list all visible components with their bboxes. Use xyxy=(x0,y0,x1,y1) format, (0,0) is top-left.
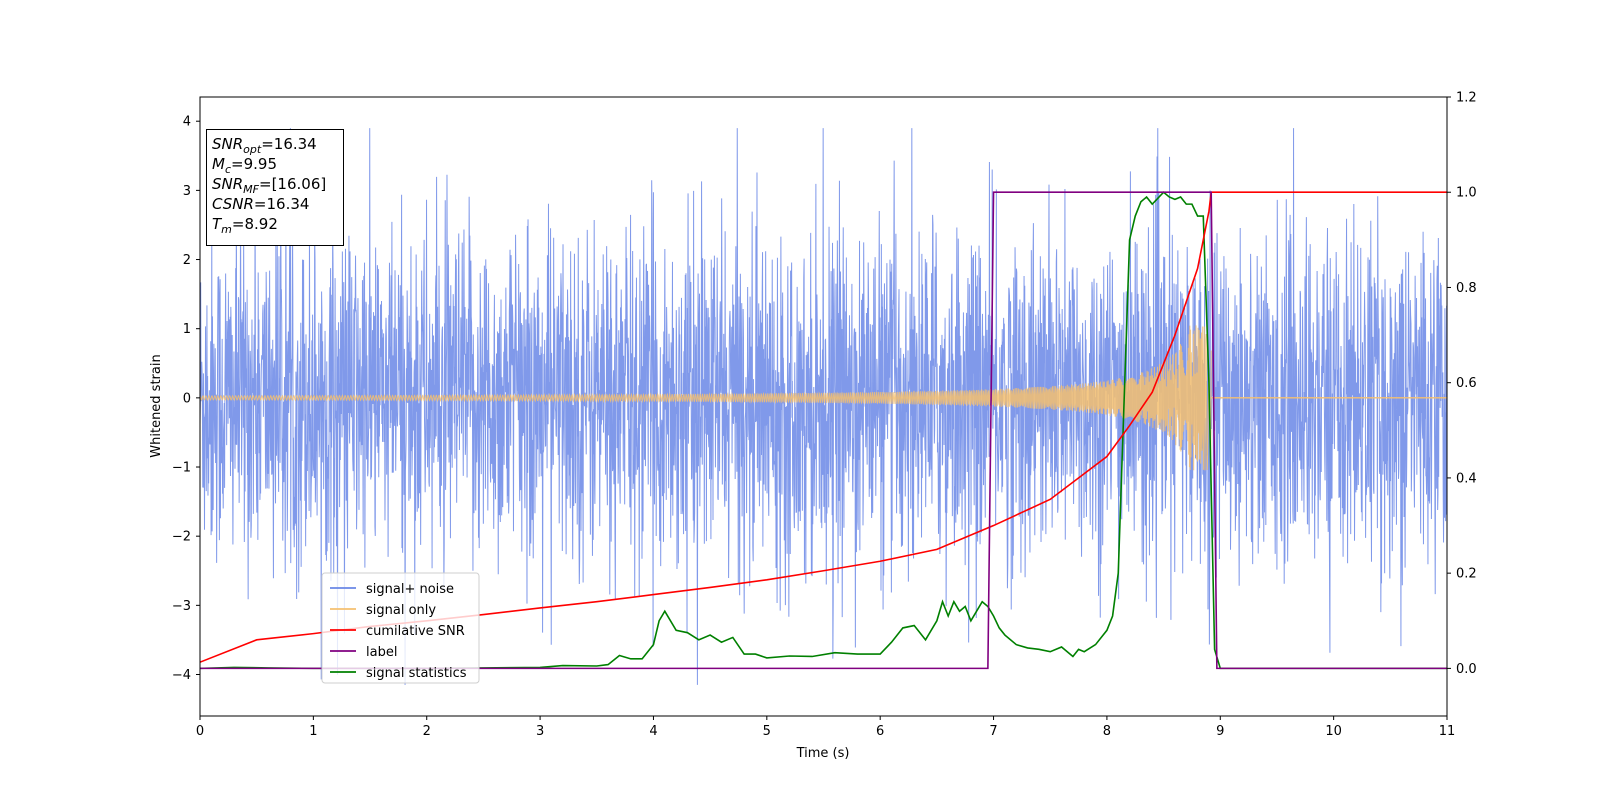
noise-line xyxy=(200,128,1447,685)
x-tick-label: 0 xyxy=(196,724,204,739)
annotation-line: Mc=9.95 xyxy=(212,154,343,176)
series-signal-noise xyxy=(200,128,1447,685)
annotation-value: =8.92 xyxy=(231,215,278,233)
y-left-tick-label: −2 xyxy=(172,530,191,545)
x-tick-label: 2 xyxy=(423,724,431,739)
annotation-symbol: T xyxy=(212,215,222,233)
annotation-box: SNRopt=16.34Mc=9.95SNRMF=[16.06]CSNR=16.… xyxy=(206,129,344,246)
y-left-tick-label: 3 xyxy=(183,184,191,199)
y-right-tick-label: 0.8 xyxy=(1456,281,1477,296)
annotation-subscript: m xyxy=(221,223,232,236)
y-right-tick-label: 1.0 xyxy=(1456,186,1477,201)
y-left-tick-label: 2 xyxy=(183,253,191,268)
annotation-symbol: CSNR xyxy=(212,195,254,213)
y-left-tick-label: 1 xyxy=(183,322,191,337)
x-tick-label: 9 xyxy=(1216,724,1224,739)
y-axis-right: 0.0 0.2 0.4 0.6 0.8 1.0 1.2 xyxy=(1447,91,1477,677)
x-tick-label: 10 xyxy=(1325,724,1342,739)
legend-frame xyxy=(321,572,480,684)
annotation-value: =16.34 xyxy=(253,195,310,213)
x-tick-label: 3 xyxy=(536,724,544,739)
y-left-tick-label: −1 xyxy=(172,461,191,476)
y-left-tick-label: 4 xyxy=(183,115,191,130)
annotation-value: =[16.06] xyxy=(259,175,327,193)
legend-label: signal statistics xyxy=(366,666,467,681)
y-right-tick-label: 0.0 xyxy=(1456,662,1477,677)
annotation-symbol: SNR xyxy=(212,135,244,153)
annotation-line: SNRMF=[16.06] xyxy=(212,174,343,196)
x-tick-label: 6 xyxy=(876,724,884,739)
annotation-line: CSNR=16.34 xyxy=(212,194,343,214)
legend-label: cumilative SNR xyxy=(366,624,465,639)
annotation-subscript: MF xyxy=(243,183,259,196)
x-axis: 0 1 2 3 4 5 6 7 8 9 10 11 xyxy=(196,716,1455,739)
y-left-tick-label: 0 xyxy=(183,391,191,406)
annotation-symbol: M xyxy=(212,155,225,173)
y-right-tick-label: 0.4 xyxy=(1456,471,1477,486)
y-axis-left: −4 −3 −2 −1 0 1 2 3 4 xyxy=(172,115,200,683)
series-line-label xyxy=(200,191,1447,670)
plot-frame xyxy=(199,96,1448,717)
annotation-subscript: opt xyxy=(243,143,262,156)
y-right-tick-label: 1.2 xyxy=(1456,91,1477,106)
y-left-tick-label: −3 xyxy=(172,599,191,614)
series-signal-only xyxy=(200,325,1447,471)
x-tick-label: 5 xyxy=(763,724,771,739)
x-axis-label: Time (s) xyxy=(796,746,850,761)
annotation-value: =9.95 xyxy=(231,155,277,173)
y-axis-label: Whitened strain xyxy=(149,354,164,457)
annotation-symbol: SNR xyxy=(212,175,244,193)
x-tick-label: 11 xyxy=(1439,724,1456,739)
y-left-tick-label: −4 xyxy=(172,668,191,683)
y-right-tick-label: 0.6 xyxy=(1456,376,1477,391)
annotation-subscript: c xyxy=(224,163,232,176)
x-tick-label: 4 xyxy=(649,724,657,739)
x-tick-label: 8 xyxy=(1103,724,1111,739)
annotation-line: SNRopt=16.34 xyxy=(212,134,343,156)
signal-only-chirp xyxy=(200,325,1212,471)
annotation-line: Tm=8.92 xyxy=(212,214,343,236)
x-tick-label: 7 xyxy=(989,724,997,739)
annotation-value: =16.34 xyxy=(261,135,317,153)
legend-label: signal only xyxy=(366,603,436,618)
series-line-signal-statistics xyxy=(200,191,1447,670)
x-tick-label: 1 xyxy=(309,724,317,739)
legend: signal+ noise signal only cumilative SNR la… xyxy=(321,572,480,684)
legend-label: signal+ noise xyxy=(366,582,454,597)
legend-label: label xyxy=(366,645,397,660)
y-right-tick-label: 0.2 xyxy=(1456,567,1477,582)
